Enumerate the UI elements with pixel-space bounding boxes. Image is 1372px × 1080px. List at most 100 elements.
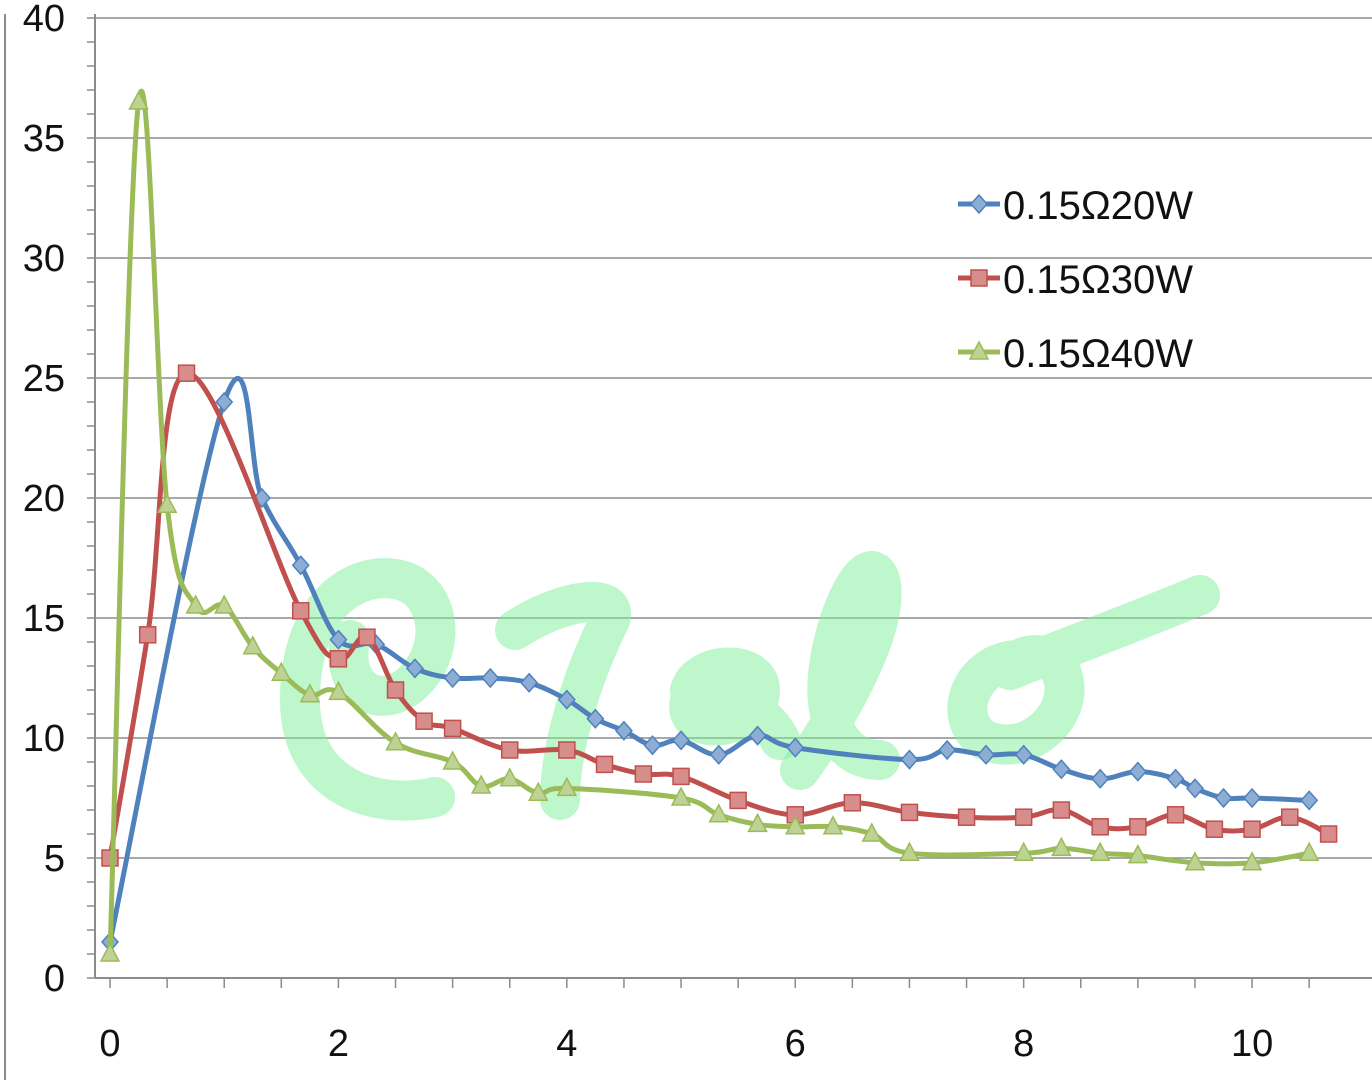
axes: 0 5 10 15 20 25 30 35 40 0 2 4 6 8 10 — [4, 0, 1372, 1080]
data-point — [185, 594, 206, 614]
data-point — [328, 680, 349, 701]
data-point — [1241, 851, 1263, 871]
data-point — [1185, 778, 1204, 799]
data-point — [1052, 801, 1071, 819]
data-point — [709, 744, 728, 765]
data-point — [1319, 825, 1338, 843]
x-tick-label: 6 — [785, 1023, 806, 1065]
legend-item: 0.15Ω40W — [958, 332, 1193, 376]
legend-item: 0.15Ω20W — [958, 184, 1193, 228]
data-point — [1243, 787, 1262, 809]
legend: 0.15Ω20W 0.15Ω30W 0.15Ω40W — [958, 184, 1193, 376]
x-tick-label: 0 — [99, 1023, 120, 1065]
data-point — [242, 635, 264, 655]
data-point — [1300, 790, 1319, 811]
data-point — [748, 725, 767, 746]
data-point — [861, 822, 883, 842]
y-tick-label: 5 — [44, 838, 65, 880]
data-point — [900, 803, 919, 822]
legend-marker — [970, 269, 988, 287]
data-point — [481, 667, 500, 689]
data-point — [634, 765, 653, 783]
data-point — [329, 650, 348, 668]
data-point — [643, 735, 662, 756]
data-point — [299, 683, 321, 703]
data-point — [156, 493, 178, 513]
data-point — [822, 815, 844, 835]
data-point — [785, 815, 806, 835]
series — [99, 88, 1338, 962]
data-point — [528, 781, 549, 801]
series-group — [100, 376, 1319, 953]
data-point — [729, 791, 747, 810]
data-point — [938, 739, 957, 761]
data-point — [177, 364, 196, 382]
data-point — [405, 658, 424, 679]
data-point — [899, 841, 920, 861]
data-point — [1184, 851, 1206, 871]
data-point — [558, 741, 576, 759]
data-point — [415, 712, 433, 730]
data-point — [215, 391, 234, 413]
data-point — [138, 626, 157, 644]
x-tick-label: 2 — [328, 1023, 349, 1065]
y-tick-label: 10 — [23, 718, 65, 760]
data-point — [443, 667, 462, 689]
legend-marker — [969, 193, 989, 215]
data-point — [470, 774, 492, 794]
data-point — [271, 661, 292, 681]
data-point — [101, 849, 119, 867]
data-point — [128, 90, 149, 110]
data-point — [614, 720, 633, 741]
data-point — [957, 808, 976, 826]
data-point — [1205, 820, 1224, 838]
data-point — [843, 794, 862, 812]
x-tick-label: 10 — [1231, 1023, 1273, 1065]
data-point — [291, 555, 310, 576]
legend-item: 0.15Ω30W — [958, 258, 1193, 302]
data-point — [500, 741, 519, 759]
data-point — [708, 803, 729, 823]
data-point — [329, 629, 348, 650]
data-point — [786, 737, 805, 758]
data-point — [1014, 808, 1033, 826]
x-tick-label: 8 — [1013, 1023, 1034, 1065]
data-point — [670, 786, 692, 806]
legend-marker — [968, 340, 990, 360]
legend-label: 0.15Ω20W — [1003, 184, 1193, 228]
data-point — [358, 628, 376, 646]
data-point — [1013, 841, 1034, 861]
data-point — [557, 689, 576, 710]
data-point — [386, 681, 405, 699]
series-group — [101, 364, 1338, 867]
data-point — [1127, 843, 1149, 864]
data-point — [900, 749, 919, 770]
data-point — [1243, 820, 1261, 838]
data-point — [586, 708, 605, 729]
series-group — [99, 88, 1320, 962]
data-point — [595, 755, 614, 774]
data-point — [556, 776, 578, 797]
data-point — [520, 672, 539, 693]
data-point — [1298, 841, 1320, 861]
data-point — [1091, 818, 1109, 836]
legend-label: 0.15Ω30W — [1003, 258, 1193, 302]
y-tick-label: 15 — [23, 598, 65, 640]
data-point — [442, 750, 463, 770]
x-tick-label: 4 — [556, 1023, 577, 1065]
y-tick-label: 20 — [23, 478, 65, 520]
data-point — [1214, 787, 1233, 809]
y-tick-label: 30 — [23, 238, 65, 280]
data-point — [1014, 744, 1033, 765]
data-point — [672, 767, 690, 786]
data-point — [213, 594, 235, 614]
y-tick-label: 35 — [23, 118, 65, 160]
data-point — [672, 730, 691, 751]
data-point — [291, 602, 310, 620]
data-point — [252, 487, 271, 509]
data-point — [1091, 768, 1110, 789]
y-tick-label: 0 — [44, 958, 65, 1000]
data-point — [1089, 841, 1111, 861]
data-point — [499, 767, 520, 787]
